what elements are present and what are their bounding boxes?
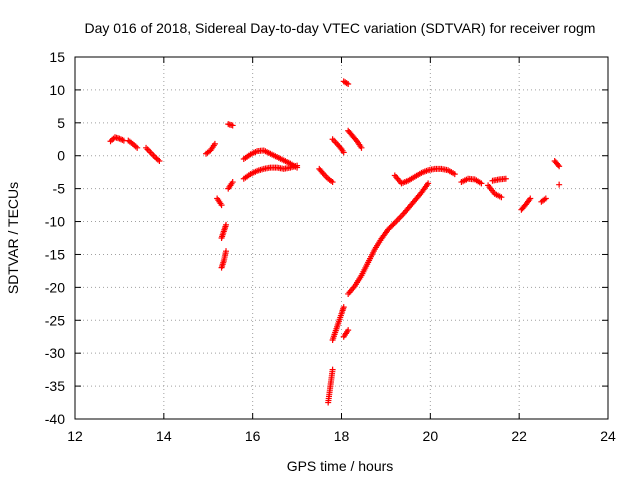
y-tick-label: 0	[57, 148, 65, 164]
x-tick-label: 20	[423, 428, 439, 444]
data-point	[478, 180, 485, 187]
y-tick-label: -40	[45, 411, 65, 427]
y-tick-label: -10	[45, 214, 65, 230]
data-point	[385, 226, 392, 233]
y-tick-label: -20	[45, 279, 65, 295]
x-axis: 12 14 16 18 20 22 24	[67, 57, 616, 444]
y-tick-label: 10	[49, 82, 65, 98]
data-point	[425, 180, 432, 187]
data-point	[218, 202, 225, 209]
data-point	[386, 225, 393, 232]
y-tick-label: 15	[49, 49, 65, 65]
data-point	[542, 195, 549, 202]
y-tick-label: -35	[45, 378, 65, 394]
chart-title: Day 016 of 2018, Sidereal Day-to-day VTE…	[85, 20, 596, 36]
data-point	[156, 157, 163, 164]
data-point	[329, 179, 336, 186]
x-tick-label: 14	[156, 428, 172, 444]
y-tick-label: -25	[45, 312, 65, 328]
data-point	[211, 140, 218, 147]
data-point	[390, 221, 397, 228]
data-point	[451, 171, 458, 178]
data-point	[387, 223, 394, 230]
data-point	[358, 144, 365, 151]
y-tick-label: -30	[45, 345, 65, 361]
data-point	[340, 149, 347, 156]
y-axis-label: SDTVAR / TECUs	[5, 182, 21, 294]
data-point	[345, 80, 352, 87]
x-tick-label: 24	[600, 428, 616, 444]
data-point	[498, 194, 505, 201]
x-axis-label: GPS time / hours	[287, 458, 394, 474]
y-tick-label: -5	[53, 181, 66, 197]
x-tick-label: 16	[245, 428, 261, 444]
grid	[75, 57, 608, 419]
x-tick-label: 12	[67, 428, 83, 444]
data-point	[502, 175, 509, 182]
data-point	[527, 195, 534, 202]
data-point	[229, 179, 236, 186]
data-point	[134, 144, 141, 151]
data-point	[389, 222, 396, 229]
data-point	[294, 162, 301, 169]
y-tick-label: 5	[57, 115, 65, 131]
data-point	[229, 122, 236, 129]
data-point	[223, 248, 230, 255]
data-point	[345, 327, 352, 334]
data-point	[340, 304, 347, 311]
data-point	[329, 366, 336, 373]
x-tick-label: 18	[334, 428, 350, 444]
data-point	[555, 161, 562, 168]
y-axis: 15 10 5 0 -5 -10 -15 -20 -25 -30 -35 -40	[45, 49, 608, 427]
data-points	[107, 78, 563, 406]
data-point	[223, 221, 230, 228]
x-tick-label: 22	[511, 428, 527, 444]
y-tick-label: -15	[45, 246, 65, 262]
data-point	[556, 163, 563, 170]
data-point	[556, 181, 563, 188]
